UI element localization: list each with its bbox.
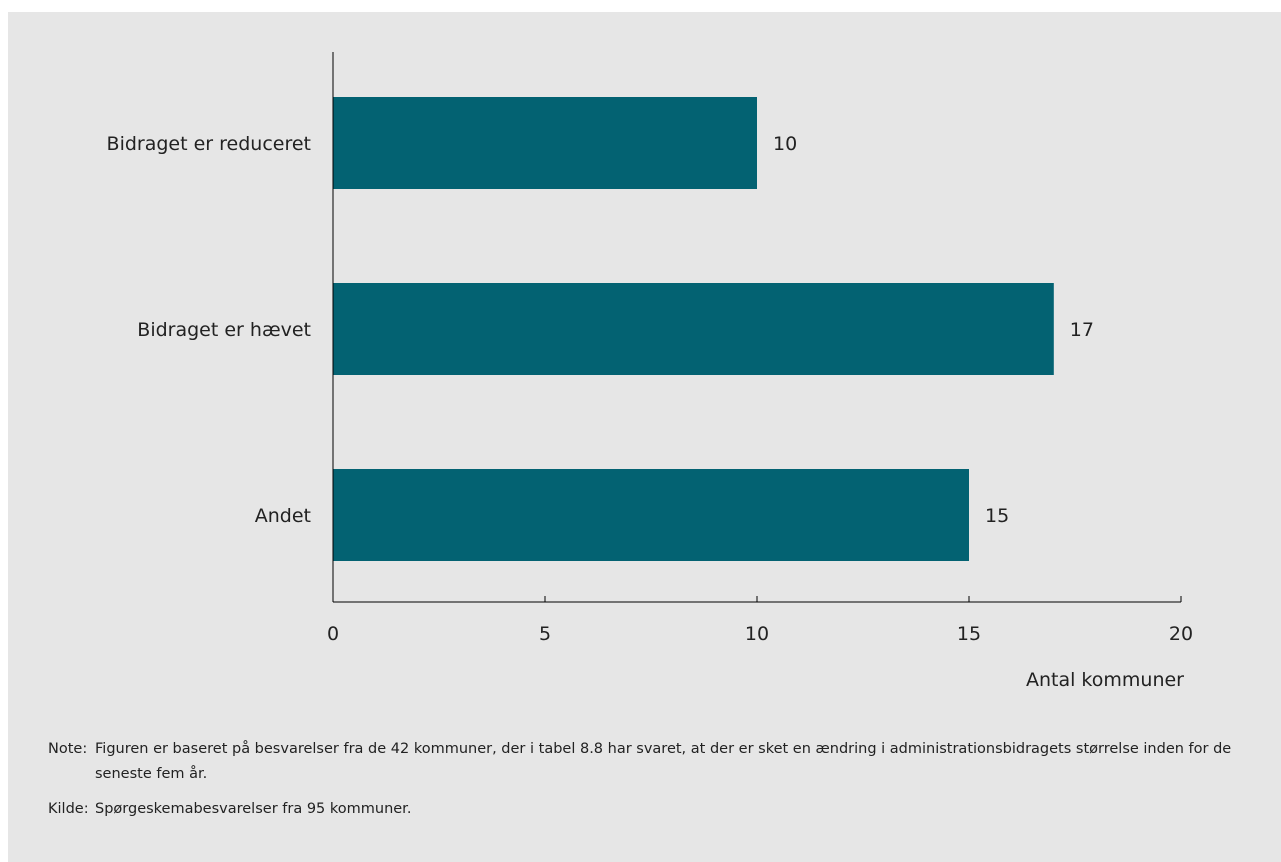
source-label: Kilde: <box>48 801 89 817</box>
data-label: 10 <box>773 133 797 155</box>
category-label: Bidraget er reduceret <box>107 133 311 155</box>
bar-chart: 0 5 10 15 20 Antal kommuner Bidraget er reduce… <box>107 52 1193 691</box>
figure-source: Kilde: Spørgeskemabesvarelser fra 95 kom… <box>48 797 1258 822</box>
note-label: Note: <box>48 741 88 757</box>
x-tick-label: 15 <box>957 623 981 645</box>
figure-panel: 0 5 10 15 20 Antal kommuner Bidraget er reduce… <box>8 12 1281 862</box>
category-label: Andet <box>255 505 311 527</box>
bar <box>333 283 1054 375</box>
x-tick-label: 0 <box>327 623 339 645</box>
bar <box>333 469 969 561</box>
data-label: 17 <box>1070 319 1094 341</box>
x-tick-label: 10 <box>745 623 769 645</box>
x-tick-label: 5 <box>539 623 551 645</box>
x-tick-label: 20 <box>1169 623 1193 645</box>
x-axis-title: Antal kommuner <box>1026 669 1184 691</box>
data-label: 15 <box>985 505 1009 527</box>
source-text: Spørgeskemabesvarelser fra 95 kommuner. <box>95 801 412 817</box>
note-text: Figuren er baseret på besvarelser fra de… <box>95 741 1232 782</box>
figure-note: Note: Figuren er baseret på besvarelser … <box>48 737 1258 787</box>
bar <box>333 97 757 189</box>
category-label: Bidraget er hævet <box>137 319 311 341</box>
